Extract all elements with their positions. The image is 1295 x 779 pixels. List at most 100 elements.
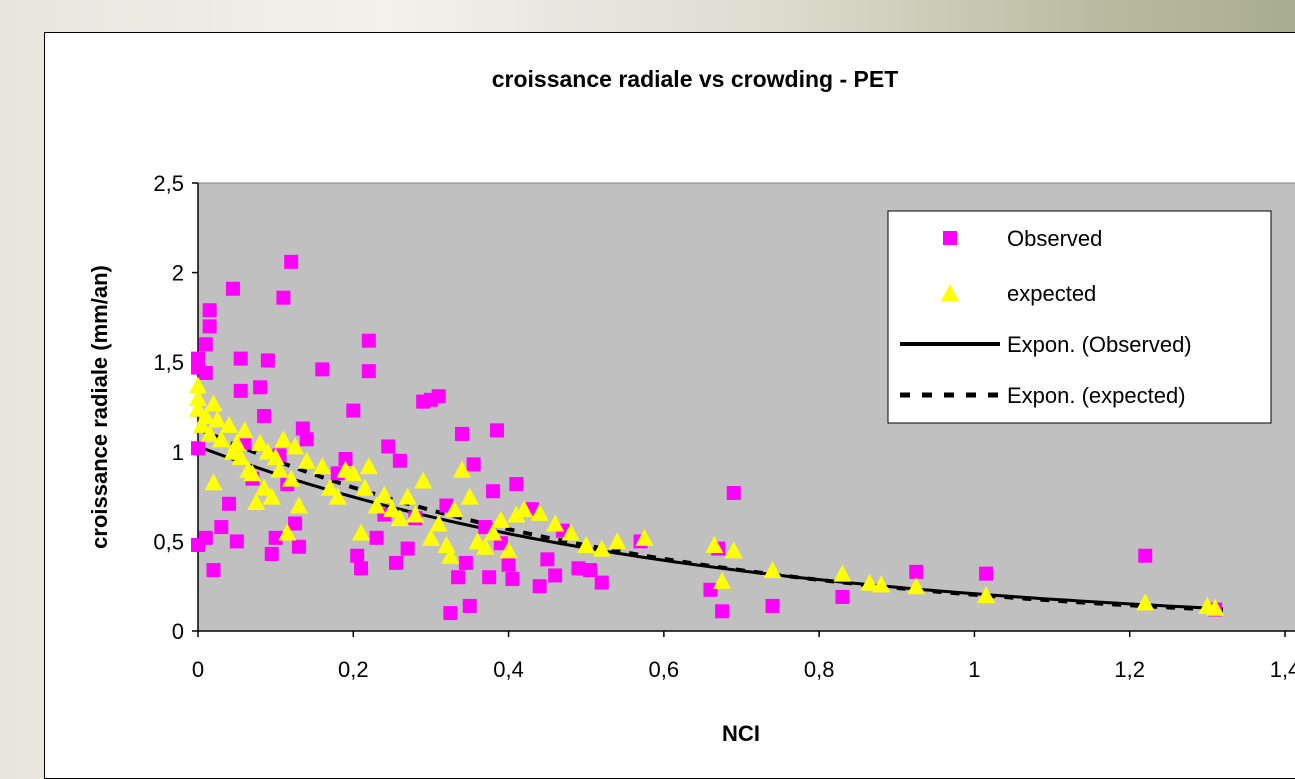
legend-items: Observed expected Expon. (Observed) Expon. … — [900, 226, 1192, 408]
observed-point — [233, 351, 248, 366]
expected-point — [231, 448, 250, 466]
expected-point — [860, 573, 879, 591]
expected-point — [445, 500, 464, 518]
legend-marker-observed — [943, 231, 957, 245]
y-tick-label: 0 — [172, 619, 184, 644]
expected-point — [355, 478, 374, 496]
observed-point — [451, 570, 466, 585]
chart-svg: croissance radiale vs crowding - PET 0 0,… — [87, 66, 1295, 746]
expected-point — [452, 460, 471, 478]
expected-point — [289, 496, 308, 514]
observed-point — [198, 365, 213, 380]
expected-point — [476, 537, 495, 555]
expected-point — [344, 464, 363, 482]
chart-title: croissance radiale vs crowding - PET — [492, 66, 899, 92]
observed-point — [276, 290, 291, 305]
expected-point — [297, 451, 316, 469]
observed-point — [726, 486, 741, 501]
legend-label: Expon. (expected) — [1007, 383, 1186, 408]
expected-point — [189, 389, 207, 407]
observed-point — [482, 570, 497, 585]
expected-point — [375, 485, 394, 503]
observed-point — [350, 548, 365, 563]
expected-point — [383, 500, 402, 518]
expected-point — [220, 415, 239, 433]
observed-point — [198, 530, 213, 545]
y-axis-label: croissance radiale (mm/an) — [87, 265, 112, 549]
expected-point — [872, 575, 891, 593]
observed-point — [268, 530, 283, 545]
expected-point — [204, 473, 223, 491]
y-tick-label: 1 — [172, 440, 184, 465]
expected-point — [833, 564, 852, 582]
observed-point — [299, 432, 314, 447]
y-tick-label: 1,5 — [153, 350, 184, 375]
observed-point — [315, 362, 330, 377]
x-tick-label: 0 — [192, 657, 204, 682]
observed-point — [431, 389, 446, 404]
expected-point — [247, 492, 266, 510]
observed-point — [540, 552, 555, 567]
observed-point — [361, 333, 376, 348]
observed-point — [909, 564, 924, 579]
expected-point — [406, 505, 425, 523]
observed-point — [501, 557, 516, 572]
observed-point — [462, 598, 477, 613]
legend-label: Observed — [1007, 226, 1102, 251]
observed-point — [509, 477, 524, 492]
observed-point — [486, 484, 501, 499]
expected-point — [977, 586, 996, 604]
expected-point — [398, 487, 417, 505]
expected-point — [352, 523, 371, 541]
expected-point — [414, 471, 433, 489]
y-tick-label: 2 — [172, 261, 184, 286]
observed-point — [979, 566, 994, 581]
observed-point — [202, 303, 217, 318]
expected-point — [200, 424, 219, 442]
expected-point — [1206, 598, 1225, 616]
observed-point — [765, 598, 780, 613]
x-tick-label: 1,2 — [1114, 657, 1145, 682]
observed-point — [206, 563, 221, 578]
observed-point — [454, 426, 469, 441]
observed-point — [381, 439, 396, 454]
observed-point — [354, 561, 369, 576]
observed-point — [835, 589, 850, 604]
observed-point — [291, 539, 306, 554]
expected-point — [530, 503, 549, 521]
expected-point — [359, 457, 378, 475]
expected-point — [441, 546, 460, 564]
legend-label: Expon. (Observed) — [1007, 332, 1192, 357]
expected-point — [907, 577, 926, 595]
observed-point — [548, 568, 563, 583]
expected-point — [390, 509, 409, 527]
observed-point — [443, 606, 458, 621]
expected-point — [196, 406, 215, 424]
expected-point — [724, 541, 743, 559]
observed-point — [392, 453, 407, 468]
observed-point — [288, 516, 303, 531]
expected-point — [460, 487, 479, 505]
expected-point — [254, 478, 273, 496]
observed-point — [466, 457, 481, 472]
expected-point — [189, 399, 207, 417]
observed-point — [532, 579, 547, 594]
expected-point — [635, 528, 654, 546]
expected-point — [421, 528, 440, 546]
observed-point — [222, 496, 237, 511]
expected-point — [491, 510, 510, 528]
legend-marker-expected — [941, 284, 959, 301]
observed-point — [594, 575, 609, 590]
expected-point — [274, 430, 293, 448]
x-tick-label: 1 — [968, 657, 980, 682]
observed-point — [715, 604, 730, 619]
expected-point — [235, 421, 254, 439]
trendline-observed — [197, 444, 1223, 611]
y-tick-label: 0,5 — [153, 529, 184, 554]
observed-point — [264, 546, 279, 561]
expected-point — [507, 505, 526, 523]
observed-point — [233, 383, 248, 398]
x-axis-label: NCI — [722, 721, 760, 746]
axes-layer: 0 0,5 1 1,5 2 2,5 0 0,2 0,4 0,6 0,8 1 1,2 1,4 — [153, 171, 1295, 682]
x-tick-label: 0,4 — [493, 657, 524, 682]
